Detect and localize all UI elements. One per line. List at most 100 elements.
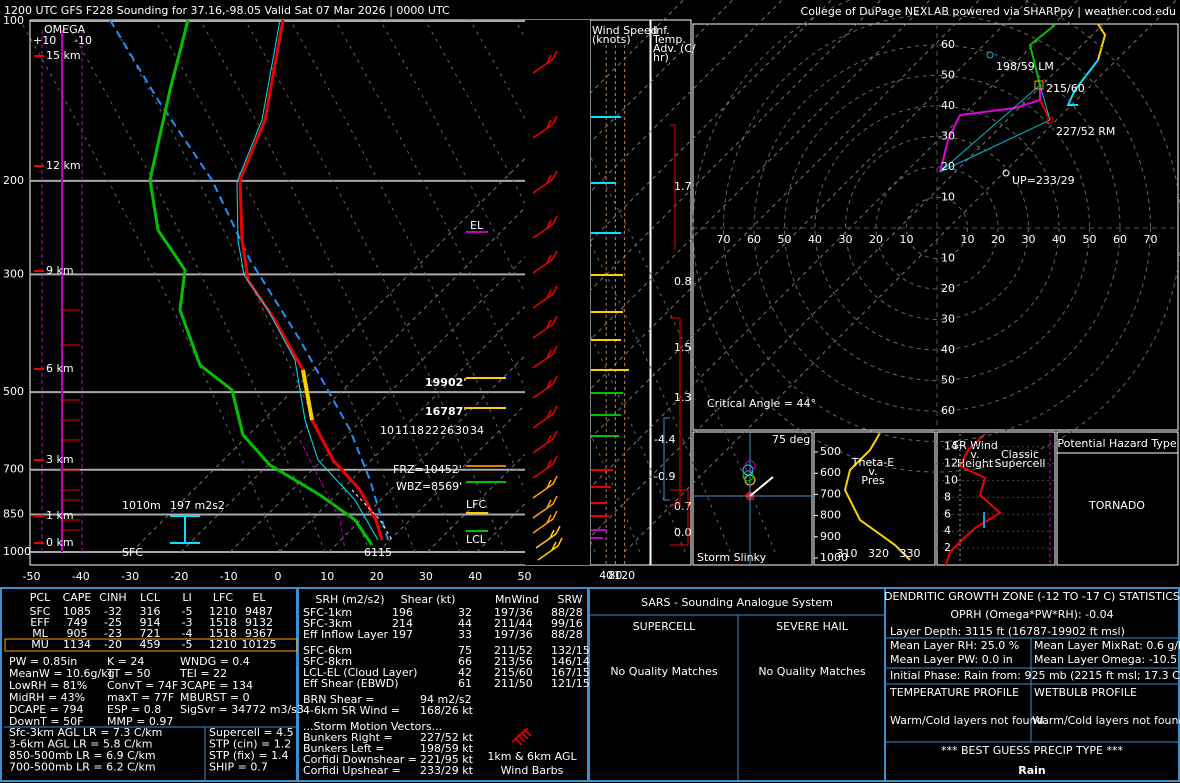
label: 213/56: [494, 655, 533, 668]
label: -10: [74, 34, 92, 47]
panel-borders: [0, 19, 1180, 782]
label: WETBULB PROFILE: [1034, 686, 1137, 699]
label: 20: [941, 160, 955, 173]
title: 1200 UTC GFS F228 Sounding for 37.16,-98…: [4, 4, 450, 17]
label: -3: [182, 616, 193, 629]
label: 20: [869, 233, 883, 246]
label: 1000: [820, 551, 848, 564]
label: No Quality Matches: [610, 665, 718, 678]
label: OPRH (Omega*PW*RH): -0.04: [950, 608, 1113, 621]
wind-barb: [532, 475, 558, 499]
wind-barb: [532, 315, 558, 339]
mu-highlight: [4, 638, 298, 652]
isotherm: [131, 0, 685, 553]
label: 20: [991, 233, 1005, 246]
temperature-label: -10: [220, 570, 238, 583]
label: 42: [458, 666, 472, 679]
label: Inf.: [653, 24, 670, 37]
label: v.: [970, 448, 979, 461]
label: TEI = 22: [179, 667, 227, 680]
label: 16787': [425, 405, 467, 418]
label: 30: [1022, 233, 1036, 246]
label: 10: [961, 233, 975, 246]
label: 600: [820, 466, 841, 479]
isotherm: [229, 0, 783, 553]
advection-bars: [663, 417, 670, 501]
pressure-label: 100: [3, 14, 24, 27]
wind-barb: [532, 405, 558, 429]
label: 70: [1144, 233, 1158, 246]
label: -25: [104, 616, 122, 629]
label: K = 24: [107, 655, 144, 668]
label: 800: [820, 509, 841, 522]
label: SFC-6km: [303, 644, 352, 657]
label: 196: [392, 606, 413, 619]
label: 61: [364, 546, 378, 559]
label: Pres: [861, 474, 884, 487]
isotherm: [426, 0, 981, 553]
label: ESP = 0.8: [107, 703, 161, 716]
label: -20: [104, 638, 122, 651]
label: 19902': [425, 376, 467, 389]
label: -4: [182, 627, 193, 640]
label: Adv. (C/: [653, 42, 696, 55]
label: SEVERE HAIL: [776, 620, 849, 633]
label: 60: [1113, 233, 1127, 246]
skewt-traces: [41, 19, 506, 552]
hodograph-ring: [906, 197, 968, 259]
wind-barb: [532, 455, 558, 479]
label: Warm/Cold layers not found.: [1032, 714, 1180, 727]
label: 32: [458, 606, 472, 619]
label: LFC: [213, 591, 233, 604]
label: 198/59 LM: [996, 60, 1054, 73]
label: 60: [941, 38, 955, 51]
label: EFF: [30, 616, 50, 629]
label: 1518: [209, 616, 237, 629]
label: LI: [182, 591, 191, 604]
label: 320: [868, 547, 889, 560]
label: 233/29 kt: [420, 764, 474, 777]
isotherm: [574, 0, 1128, 553]
label: MeanW = 10.6g/kg: [9, 667, 115, 680]
label: 2: [944, 541, 951, 554]
label: v.: [868, 465, 877, 478]
wind-barb: [532, 430, 558, 454]
label: 459: [140, 638, 161, 651]
wind-barb: [532, 50, 558, 74]
height-label: 15 km: [46, 49, 81, 62]
temperature-label: -40: [72, 570, 90, 583]
label: DENDRITIC GROWTH ZONE (-12 TO -17 C) STA…: [884, 590, 1180, 603]
label: LCL-EL (Cloud Layer): [303, 666, 417, 679]
isotherm: [180, 0, 734, 553]
label: 197/36: [494, 628, 533, 641]
label: WBZ=8569': [396, 480, 462, 493]
label: SFC-3km: [303, 617, 352, 630]
label: 310: [837, 547, 858, 560]
label: STP (cin) = 1.2: [209, 738, 291, 751]
label: 11: [395, 424, 409, 437]
label: Storm Slinky: [697, 551, 767, 564]
label: Rain: [1018, 764, 1046, 777]
hodograph-ring: [723, 14, 1151, 442]
temperature-label: 40: [468, 570, 482, 583]
temperature-label: 30: [419, 570, 433, 583]
label: 227/52 kt: [420, 731, 474, 744]
label: 34: [470, 424, 484, 437]
label: 88/28: [551, 628, 583, 641]
omega-label: OMEGA: [44, 23, 86, 36]
label: 197 m2s2: [170, 499, 225, 512]
label: 850-500mb LR = 6.9 C/km: [9, 749, 156, 762]
label: 121/15: [551, 677, 590, 690]
label: Critical Angle = 44°: [707, 397, 816, 410]
label: 40: [941, 343, 955, 356]
label: 60: [747, 233, 761, 246]
label: WNDG = 0.4: [180, 655, 250, 668]
label: SFC-8km: [303, 655, 352, 668]
label: SUPERCELL: [633, 620, 696, 633]
temperature-label: 50: [518, 570, 532, 583]
label: 0.7: [674, 500, 692, 513]
label: 75 deg: [772, 433, 810, 446]
label: 1.7: [674, 180, 692, 193]
label: 30: [941, 313, 955, 326]
